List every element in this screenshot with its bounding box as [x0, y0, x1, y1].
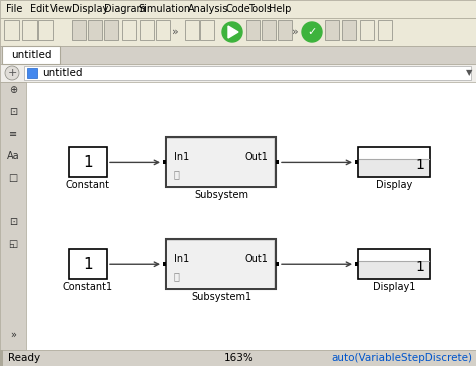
- Text: Aa: Aa: [7, 151, 19, 161]
- Bar: [163, 262, 166, 266]
- Text: ⊕: ⊕: [9, 85, 17, 95]
- Bar: [0, 18, 476, 46]
- Bar: [27, 68, 37, 78]
- Text: Code: Code: [226, 4, 250, 14]
- Text: Ready: Ready: [8, 353, 40, 363]
- Bar: [4, 20, 19, 40]
- Bar: [72, 20, 86, 40]
- Text: 1: 1: [83, 257, 93, 272]
- Text: ⊡: ⊡: [9, 107, 17, 117]
- Bar: [166, 137, 276, 187]
- Text: 1: 1: [414, 260, 423, 274]
- Bar: [246, 20, 259, 40]
- Text: »: »: [171, 27, 178, 37]
- Text: 1: 1: [83, 155, 93, 170]
- Text: Out1: Out1: [244, 254, 268, 264]
- Bar: [341, 20, 355, 40]
- Text: Out1: Out1: [244, 152, 268, 163]
- Bar: [359, 20, 373, 40]
- Text: »: »: [291, 27, 298, 37]
- Bar: [156, 20, 169, 40]
- Text: ◱: ◱: [9, 239, 18, 249]
- Text: ⊡: ⊡: [9, 217, 17, 227]
- Text: View: View: [50, 4, 73, 14]
- Text: Display: Display: [375, 180, 411, 190]
- Bar: [104, 20, 118, 40]
- Text: Subsystem1: Subsystem1: [190, 292, 250, 302]
- Text: In1: In1: [174, 254, 189, 264]
- Bar: [276, 262, 278, 266]
- Text: 🔗: 🔗: [174, 169, 179, 179]
- Circle shape: [5, 66, 19, 80]
- Text: Simulation: Simulation: [138, 4, 190, 14]
- Bar: [354, 160, 357, 164]
- Bar: [2, 46, 60, 64]
- Text: Edit: Edit: [30, 4, 49, 14]
- Bar: [163, 160, 166, 164]
- Bar: [357, 147, 429, 178]
- Text: ▼: ▼: [465, 68, 471, 78]
- Polygon shape: [228, 26, 238, 38]
- Text: +: +: [7, 68, 17, 78]
- Bar: [26, 82, 476, 350]
- Text: untitled: untitled: [42, 68, 82, 78]
- Bar: [0, 64, 476, 82]
- Bar: [278, 20, 291, 40]
- Bar: [22, 20, 37, 40]
- Text: Help: Help: [268, 4, 291, 14]
- Text: Tools: Tools: [248, 4, 271, 14]
- Text: 🔗: 🔗: [174, 271, 179, 281]
- Bar: [24, 66, 470, 80]
- Text: ≡: ≡: [9, 129, 17, 139]
- Bar: [357, 249, 429, 279]
- Bar: [0, 350, 3, 366]
- Bar: [0, 46, 476, 64]
- Bar: [38, 20, 53, 40]
- Bar: [69, 249, 107, 279]
- Text: Display: Display: [72, 4, 108, 14]
- Text: Constant: Constant: [66, 180, 110, 190]
- Text: auto(VariableStepDiscrete): auto(VariableStepDiscrete): [330, 353, 471, 363]
- Bar: [276, 160, 278, 164]
- Bar: [140, 20, 154, 40]
- Bar: [261, 20, 276, 40]
- Bar: [167, 139, 274, 186]
- Bar: [199, 20, 214, 40]
- Text: untitled: untitled: [11, 50, 51, 60]
- Text: »: »: [10, 330, 16, 340]
- Bar: [0, 0, 476, 18]
- Text: File: File: [6, 4, 22, 14]
- Bar: [167, 241, 274, 288]
- Bar: [377, 20, 391, 40]
- Text: In1: In1: [174, 152, 189, 163]
- Text: Display1: Display1: [372, 282, 414, 292]
- Text: □: □: [9, 173, 18, 183]
- Bar: [358, 261, 428, 278]
- Bar: [185, 20, 198, 40]
- Text: 1: 1: [414, 158, 423, 172]
- Text: Constant1: Constant1: [63, 282, 113, 292]
- Bar: [88, 20, 102, 40]
- Bar: [358, 159, 428, 176]
- Bar: [122, 20, 136, 40]
- Bar: [0, 350, 476, 366]
- Circle shape: [221, 22, 241, 42]
- Circle shape: [301, 22, 321, 42]
- Bar: [0, 82, 26, 350]
- Text: ✓: ✓: [307, 27, 316, 37]
- Bar: [324, 20, 338, 40]
- Bar: [69, 147, 107, 178]
- Bar: [354, 262, 357, 266]
- Text: Analysis: Analysis: [188, 4, 228, 14]
- Text: Diagram: Diagram: [104, 4, 146, 14]
- Text: 163%: 163%: [223, 353, 253, 363]
- Text: Subsystem: Subsystem: [194, 190, 248, 201]
- Bar: [166, 239, 276, 289]
